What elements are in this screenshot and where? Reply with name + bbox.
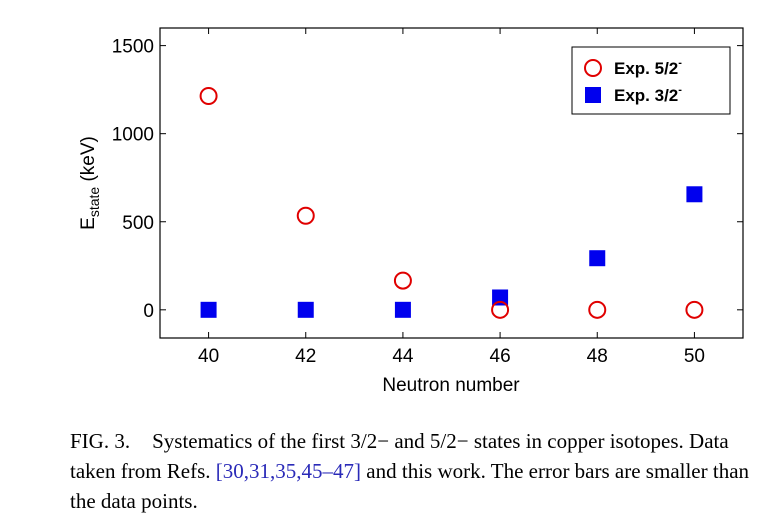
legend-label-exp-3-2: Exp. 3/2- (614, 84, 682, 105)
point-exp-5-2 (199, 86, 218, 105)
point-exp-3-2 (394, 301, 411, 318)
point-exp-5-2 (393, 271, 412, 290)
svg-text:Estate (keV): Estate (keV) (78, 136, 102, 230)
caption-text-after: and this work. The error bars are smalle… (70, 459, 750, 513)
point-exp-5-2 (685, 300, 704, 319)
point-exp-5-2 (491, 300, 510, 319)
figure-caption: FIG. 3. Systematics of the first 3/2− and… (70, 426, 750, 516)
x-tick-label: 46 (490, 346, 511, 367)
caption-text-before: Systematics of the first 3/2− and 5/2− s… (70, 429, 729, 483)
point-exp-3-2 (297, 301, 314, 318)
y-tick-label: 1500 (112, 37, 154, 58)
y-axis-label: Estate (keV) (78, 136, 102, 230)
legend-label-exp-5-2: Exp. 5/2- (614, 57, 682, 78)
plot-frame (159, 27, 744, 339)
caption-refs-link[interactable]: [30,31,35,45–47] (215, 459, 362, 483)
point-exp-5-2 (588, 300, 607, 319)
point-exp-3-2 (200, 301, 217, 318)
x-axis-label: Neutron number (382, 375, 520, 396)
data-marks (199, 86, 704, 319)
y-tick-label: 0 (143, 301, 154, 322)
y-tick-label: 1000 (112, 125, 154, 146)
x-tick-label: 44 (392, 346, 414, 367)
point-exp-5-2 (296, 206, 315, 225)
x-tick-label: 42 (295, 346, 316, 367)
x-tick-label: 48 (587, 346, 608, 367)
legend-marker-exp-3-2 (585, 87, 601, 103)
point-exp-3-2 (589, 250, 606, 267)
x-tick-label: 40 (198, 346, 219, 367)
point-exp-3-2 (492, 289, 509, 306)
caption-label: FIG. 3. (70, 429, 131, 453)
point-exp-3-2 (686, 186, 703, 203)
legend-marker-exp-5-2 (584, 59, 602, 77)
x-tick-label: 50 (684, 346, 705, 367)
legend: Exp. 5/2- Exp. 3/2- (571, 46, 731, 115)
y-tick-label: 500 (122, 213, 154, 234)
